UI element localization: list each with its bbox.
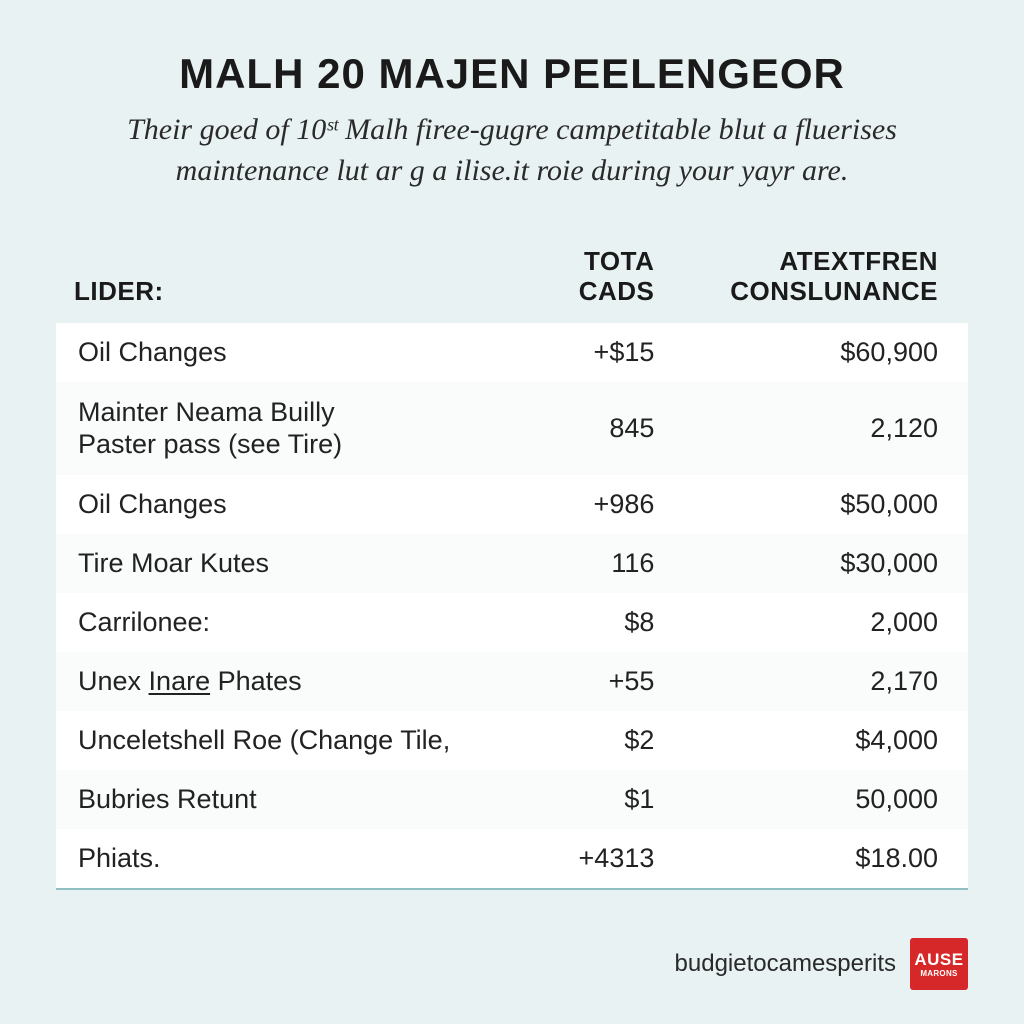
cell-atex: 2,120 (694, 382, 968, 475)
table-row: Tire Moar Kutes 116 $30,000 (56, 534, 968, 593)
table-row: Bubries Retunt $1 50,000 (56, 770, 968, 829)
table-row: Oil Changes +$15 $60,900 (56, 323, 968, 382)
cell-label-pre: Unex (78, 666, 149, 696)
cell-label-l2: Paster pass (see Tire) (78, 429, 342, 459)
cell-label: Unex Inare Phates (56, 652, 494, 711)
cell-tota: +55 (494, 652, 695, 711)
cell-atex: 50,000 (694, 770, 968, 829)
table-row: Oil Changes +986 $50,000 (56, 475, 968, 534)
cell-atex: $18.00 (694, 829, 968, 889)
maintenance-table: LIDER: TOTA CADS ATEXTFREN CONSLUNANCE O… (56, 237, 968, 890)
cell-label: Phiats. (56, 829, 494, 889)
col-header-tota-l2: CADS (512, 277, 655, 307)
cell-label-l1: Mainter Neama Builly (78, 397, 335, 427)
col-header-tota: TOTA CADS (494, 237, 695, 323)
cell-label: Carrilonee: (56, 593, 494, 652)
col-header-atex-l1: ATEXTFREN (712, 247, 938, 277)
footer: budgietocamesperits AUSE MARONS (675, 938, 968, 990)
cell-atex: 2,000 (694, 593, 968, 652)
cell-tota: +986 (494, 475, 695, 534)
cell-atex: $60,900 (694, 323, 968, 382)
cell-tota: +$15 (494, 323, 695, 382)
cell-label-post: Phates (210, 666, 302, 696)
subtitle-line-1: Their goed of 10ˢᵗ Malh firee-gugre camp… (127, 113, 897, 146)
cell-tota: $2 (494, 711, 695, 770)
cell-tota: 116 (494, 534, 695, 593)
cell-tota: $8 (494, 593, 695, 652)
cell-tota: +4313 (494, 829, 695, 889)
subtitle-line-2: maintenance lut ar g a ilise.it roie dur… (176, 154, 849, 187)
table: LIDER: TOTA CADS ATEXTFREN CONSLUNANCE O… (56, 237, 968, 890)
brand-logo: AUSE MARONS (910, 938, 968, 990)
col-header-tota-l1: TOTA (512, 247, 655, 277)
cell-label: Oil Changes (56, 475, 494, 534)
table-row: Unex Inare Phates +55 2,170 (56, 652, 968, 711)
cell-tota: 845 (494, 382, 695, 475)
page-subtitle: Their goed of 10ˢᵗ Malh firee-gugre camp… (56, 110, 968, 191)
cell-atex: $4,000 (694, 711, 968, 770)
page-title: MALH 20 MAJEN PEELENGEOR (56, 50, 968, 98)
table-header-row: LIDER: TOTA CADS ATEXTFREN CONSLUNANCE (56, 237, 968, 323)
table-row: Mainter Neama Builly Paster pass (see Ti… (56, 382, 968, 475)
table-row: Phiats. +4313 $18.00 (56, 829, 968, 889)
cell-label: Bubries Retunt (56, 770, 494, 829)
cell-label-underline: Inare (149, 666, 211, 696)
table-row: Unceletshell Roe (Change Tile, $2 $4,000 (56, 711, 968, 770)
col-header-atex-l2: CONSLUNANCE (712, 277, 938, 307)
cell-label: Mainter Neama Builly Paster pass (see Ti… (56, 382, 494, 475)
logo-line-1: AUSE (914, 951, 963, 968)
cell-label: Tire Moar Kutes (56, 534, 494, 593)
cell-atex: $30,000 (694, 534, 968, 593)
footer-text: budgietocamesperits (675, 950, 896, 978)
cell-tota: $1 (494, 770, 695, 829)
cell-label: Unceletshell Roe (Change Tile, (56, 711, 494, 770)
cell-atex: 2,170 (694, 652, 968, 711)
logo-line-2: MARONS (920, 970, 957, 978)
col-header-lider: LIDER: (56, 237, 494, 323)
cell-label: Oil Changes (56, 323, 494, 382)
col-header-atex: ATEXTFREN CONSLUNANCE (694, 237, 968, 323)
cell-atex: $50,000 (694, 475, 968, 534)
table-row: Carrilonee: $8 2,000 (56, 593, 968, 652)
